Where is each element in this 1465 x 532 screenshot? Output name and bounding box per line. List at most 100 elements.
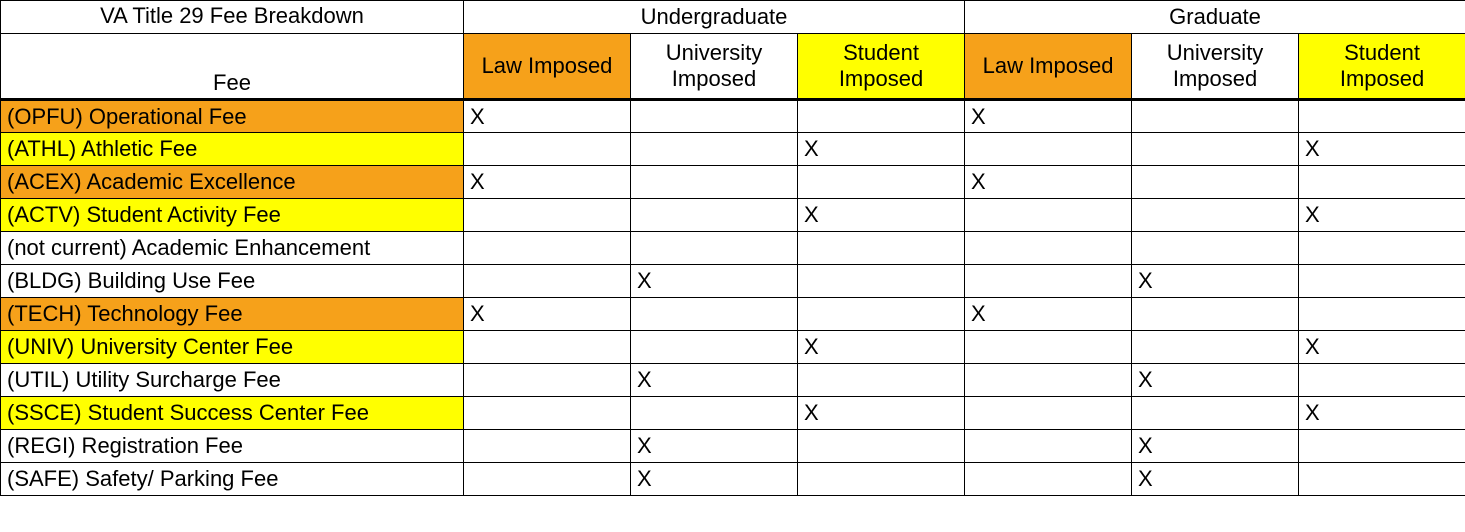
gr-stud-cell	[1299, 298, 1465, 331]
group-graduate: Graduate	[965, 1, 1465, 34]
gr-stud-cell: X	[1299, 397, 1465, 430]
gr-law-cell	[965, 430, 1132, 463]
ug-univ-cell: X	[631, 463, 798, 496]
gr-stud-cell	[1299, 166, 1465, 199]
gr-stud-cell	[1299, 364, 1465, 397]
gr-law-cell: X	[965, 100, 1132, 133]
gr-univ-cell	[1132, 166, 1299, 199]
table-row: (ACEX) Academic ExcellenceXX	[1, 166, 1465, 199]
fee-column-label: Fee	[1, 34, 464, 100]
gr-stud-cell	[1299, 265, 1465, 298]
ug-stud-cell	[798, 364, 965, 397]
ug-stud-cell	[798, 298, 965, 331]
ug-law-cell: X	[464, 298, 631, 331]
ug-univ-cell	[631, 298, 798, 331]
gr-law-cell	[965, 232, 1132, 265]
ug-student-imposed-header: Student Imposed	[798, 34, 965, 100]
table-row: (UTIL) Utility Surcharge FeeXX	[1, 364, 1465, 397]
gr-law-cell	[965, 364, 1132, 397]
gr-law-cell: X	[965, 166, 1132, 199]
header-row-2: Fee Law Imposed University Imposed Stude…	[1, 34, 1465, 100]
gr-law-cell	[965, 265, 1132, 298]
fee-label: (ACTV) Student Activity Fee	[1, 199, 464, 232]
fee-breakdown-table: VA Title 29 Fee Breakdown Undergraduate …	[0, 0, 1465, 496]
fee-label: (not current) Academic Enhancement	[1, 232, 464, 265]
ug-stud-cell	[798, 232, 965, 265]
ug-law-cell	[464, 199, 631, 232]
ug-law-imposed-header: Law Imposed	[464, 34, 631, 100]
fee-label: (SSCE) Student Success Center Fee	[1, 397, 464, 430]
fee-label: (UTIL) Utility Surcharge Fee	[1, 364, 464, 397]
ug-univ-cell	[631, 397, 798, 430]
fee-label: (UNIV) University Center Fee	[1, 331, 464, 364]
ug-law-cell	[464, 430, 631, 463]
gr-stud-cell	[1299, 232, 1465, 265]
ug-univ-cell: X	[631, 364, 798, 397]
ug-law-cell	[464, 463, 631, 496]
gr-univ-cell	[1132, 331, 1299, 364]
table-row: (REGI) Registration FeeXX	[1, 430, 1465, 463]
gr-law-cell	[965, 331, 1132, 364]
gr-univ-cell	[1132, 199, 1299, 232]
ug-stud-cell	[798, 463, 965, 496]
table-row: (TECH) Technology FeeXX	[1, 298, 1465, 331]
table-row: (UNIV) University Center FeeXX	[1, 331, 1465, 364]
header-row-1: VA Title 29 Fee Breakdown Undergraduate …	[1, 1, 1465, 34]
fee-label: (REGI) Registration Fee	[1, 430, 464, 463]
table-row: (OPFU) Operational FeeXX	[1, 100, 1465, 133]
ug-univ-cell	[631, 100, 798, 133]
ug-law-cell	[464, 265, 631, 298]
ug-univ-cell: X	[631, 265, 798, 298]
ug-law-cell	[464, 232, 631, 265]
ug-university-imposed-header: University Imposed	[631, 34, 798, 100]
fee-label: (BLDG) Building Use Fee	[1, 265, 464, 298]
fee-label: (OPFU) Operational Fee	[1, 100, 464, 133]
gr-stud-cell: X	[1299, 133, 1465, 166]
fee-label: (ATHL) Athletic Fee	[1, 133, 464, 166]
ug-univ-cell	[631, 166, 798, 199]
fee-label: (ACEX) Academic Excellence	[1, 166, 464, 199]
ug-stud-cell	[798, 265, 965, 298]
ug-law-cell	[464, 331, 631, 364]
gr-stud-cell	[1299, 463, 1465, 496]
gr-university-imposed-header: University Imposed	[1132, 34, 1299, 100]
ug-law-cell	[464, 397, 631, 430]
fee-label: (SAFE) Safety/ Parking Fee	[1, 463, 464, 496]
ug-stud-cell	[798, 166, 965, 199]
gr-stud-cell	[1299, 430, 1465, 463]
gr-stud-cell: X	[1299, 199, 1465, 232]
fee-label: (TECH) Technology Fee	[1, 298, 464, 331]
gr-stud-cell: X	[1299, 331, 1465, 364]
table-row: (SSCE) Student Success Center Fee X X	[1, 397, 1465, 430]
gr-univ-cell	[1132, 133, 1299, 166]
ug-univ-cell	[631, 199, 798, 232]
gr-stud-cell	[1299, 100, 1465, 133]
ug-univ-cell	[631, 331, 798, 364]
ug-law-cell: X	[464, 100, 631, 133]
ug-stud-cell: X	[798, 199, 965, 232]
ug-stud-cell: X	[798, 397, 965, 430]
ug-stud-cell: X	[798, 133, 965, 166]
group-undergraduate: Undergraduate	[464, 1, 965, 34]
gr-univ-cell	[1132, 100, 1299, 133]
ug-univ-cell	[631, 232, 798, 265]
table-row: (BLDG) Building Use Fee X X	[1, 265, 1465, 298]
gr-law-cell	[965, 199, 1132, 232]
ug-stud-cell	[798, 100, 965, 133]
gr-univ-cell	[1132, 397, 1299, 430]
table-title: VA Title 29 Fee Breakdown	[1, 1, 464, 34]
gr-univ-cell	[1132, 298, 1299, 331]
table-row: (ATHL) Athletic Fee X X	[1, 133, 1465, 166]
gr-law-imposed-header: Law Imposed	[965, 34, 1132, 100]
gr-univ-cell	[1132, 232, 1299, 265]
gr-univ-cell: X	[1132, 265, 1299, 298]
fee-table-body: (OPFU) Operational FeeXX(ATHL) Athletic …	[1, 100, 1465, 496]
gr-law-cell	[965, 397, 1132, 430]
gr-univ-cell: X	[1132, 463, 1299, 496]
table-row: (SAFE) Safety/ Parking Fee X X	[1, 463, 1465, 496]
ug-law-cell	[464, 364, 631, 397]
gr-law-cell	[965, 133, 1132, 166]
gr-law-cell	[965, 463, 1132, 496]
gr-univ-cell: X	[1132, 430, 1299, 463]
ug-univ-cell	[631, 133, 798, 166]
